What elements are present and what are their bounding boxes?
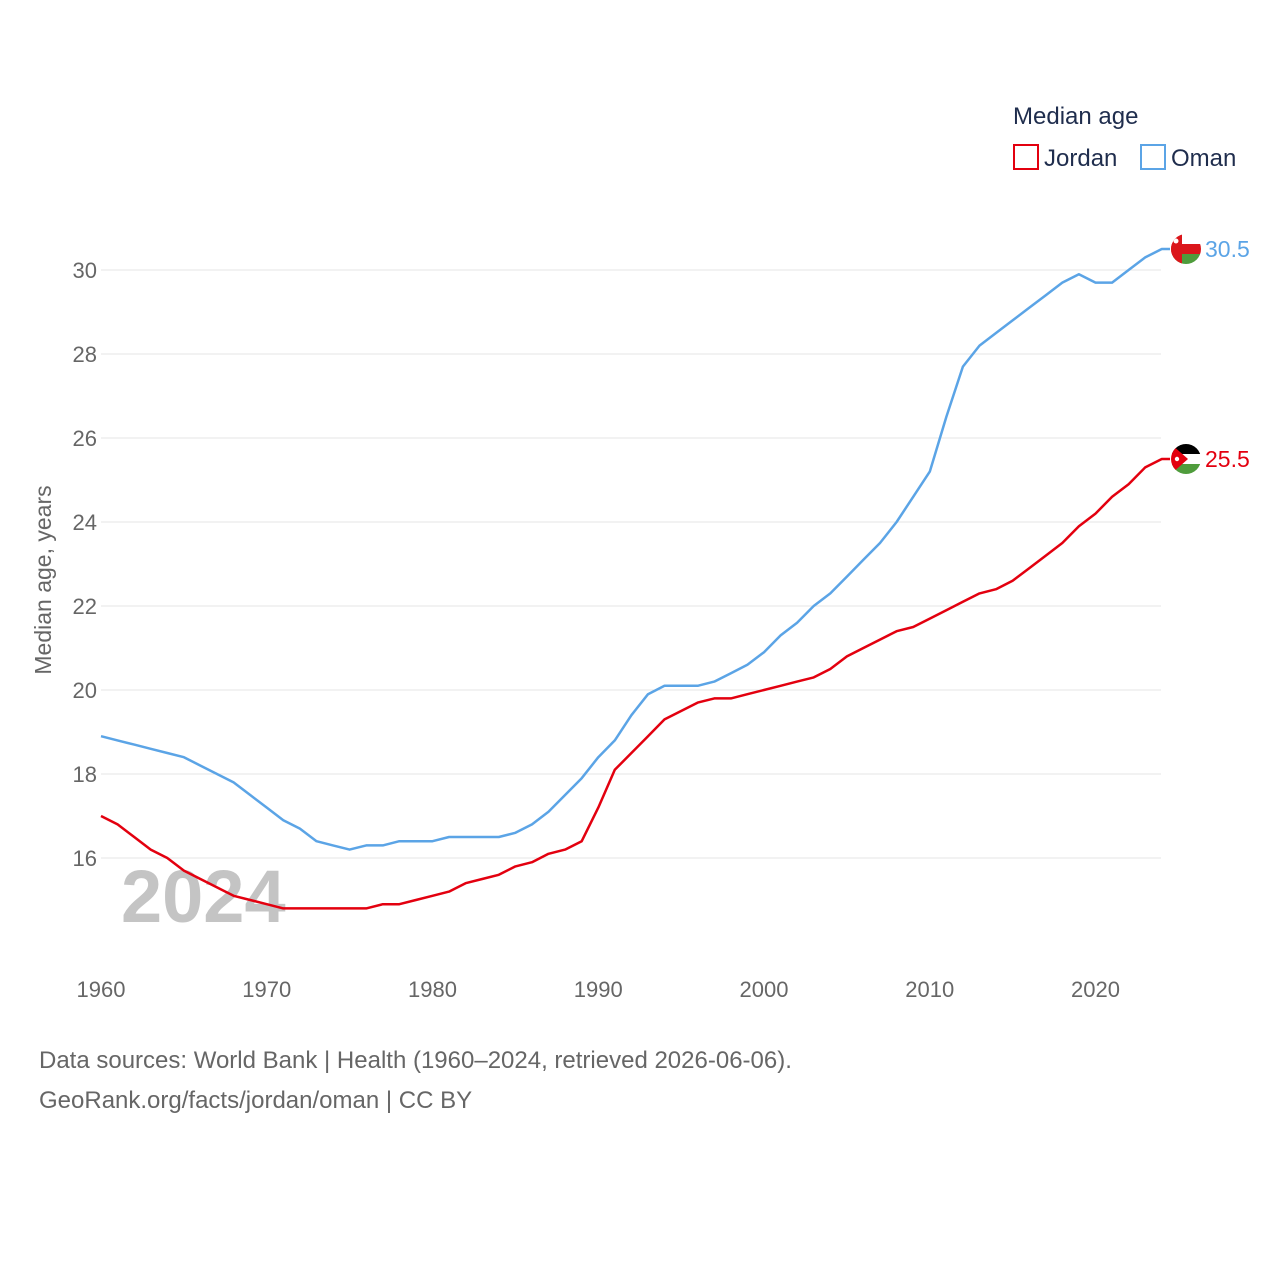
x-axis-ticks: 1960 1970 1980 1990 2000 2010 2020 <box>77 977 1120 1002</box>
x-tick-label-1990: 1990 <box>574 977 623 1002</box>
legend-swatch-jordan <box>1013 144 1039 170</box>
y-tick-label-24: 24 <box>73 510 97 535</box>
legend-title: Median age <box>1013 103 1138 130</box>
legend-item-jordan[interactable]: Jordan <box>1013 144 1117 172</box>
x-tick-label-1960: 1960 <box>77 977 126 1002</box>
y-tick-label-28: 28 <box>73 342 97 367</box>
jordan-flag-icon <box>1171 444 1201 474</box>
series-lines <box>100 247 1170 910</box>
grid-lines <box>101 269 1161 859</box>
legend-item-oman[interactable]: Oman <box>1140 144 1236 172</box>
y-tick-label-26: 26 <box>73 426 97 451</box>
x-tick-label-2000: 2000 <box>740 977 789 1002</box>
end-value-oman: 30.5 <box>1205 236 1250 262</box>
x-tick-label-2010: 2010 <box>905 977 954 1002</box>
legend-label-oman: Oman <box>1171 145 1236 172</box>
y-axis-ticks: 16 18 20 22 24 26 28 30 <box>73 258 97 871</box>
legend-swatch-oman <box>1140 144 1166 170</box>
series-end-markers: 30.5 25.5 <box>1171 234 1250 474</box>
y-tick-label-20: 20 <box>73 678 97 703</box>
oman-flag-icon <box>1171 234 1201 264</box>
series-line-oman[interactable] <box>100 247 1170 851</box>
y-axis-title: Median age, years <box>30 485 56 674</box>
legend-label-jordan: Jordan <box>1044 145 1117 172</box>
data-source-line: Data sources: World Bank | Health (1960–… <box>39 1047 792 1074</box>
x-tick-label-1980: 1980 <box>408 977 457 1002</box>
y-tick-label-18: 18 <box>73 762 97 787</box>
x-tick-label-1970: 1970 <box>242 977 291 1002</box>
year-watermark: 2024 <box>121 855 286 938</box>
series-line-jordan[interactable] <box>100 457 1170 910</box>
y-tick-label-30: 30 <box>73 258 97 283</box>
x-tick-label-2020: 2020 <box>1071 977 1120 1002</box>
y-tick-label-22: 22 <box>73 594 97 619</box>
y-tick-label-16: 16 <box>73 846 97 871</box>
legend: Median age Jordan Oman <box>1013 103 1236 172</box>
source-url-line[interactable]: GeoRank.org/facts/jordan/oman | CC BY <box>39 1087 472 1114</box>
end-value-jordan: 25.5 <box>1205 446 1250 472</box>
